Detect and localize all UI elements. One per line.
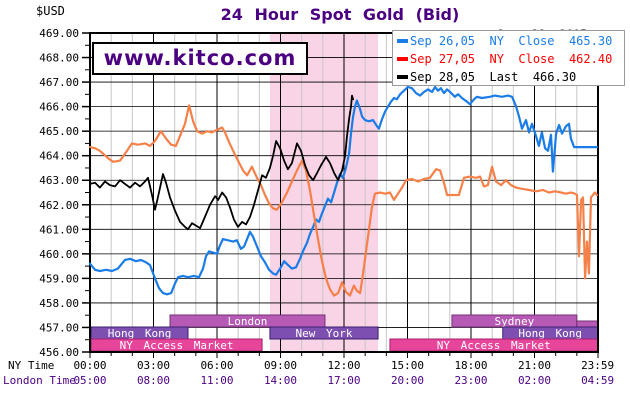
x-axis-label-ny: 03:00 bbox=[137, 359, 170, 372]
legend: Sep 26,05 NY Close 465.30 Sep 27,05 NY C… bbox=[392, 30, 625, 86]
x-axis-label-london: 05:00 bbox=[73, 374, 106, 387]
series-line-sep28 bbox=[89, 94, 355, 231]
y-axis-unit: $USD bbox=[36, 4, 65, 18]
y-axis-label: 464.00 bbox=[39, 150, 79, 163]
x-axis-label-london: 14:00 bbox=[264, 374, 297, 387]
session-label: NY Access Market bbox=[120, 339, 234, 352]
series-line-sep26 bbox=[88, 85, 599, 296]
x-axis-label-ny: 15:00 bbox=[391, 359, 424, 372]
y-axis-label: 466.00 bbox=[39, 101, 79, 114]
x-axis-label-london: 17:00 bbox=[327, 374, 360, 387]
y-axis-label: 465.00 bbox=[39, 125, 79, 138]
x-axis-label-london: 08:00 bbox=[137, 374, 170, 387]
y-axis-label: 468.00 bbox=[39, 52, 79, 65]
x-axis-label-london: 04:59 bbox=[581, 374, 614, 387]
series-line-sep27 bbox=[88, 104, 599, 297]
legend-label-sep26: Sep 26,05 NY Close 465.30 bbox=[410, 34, 613, 48]
legend-item-sep27: Sep 27,05 NY Close 462.40 bbox=[397, 50, 624, 68]
y-axis-label: 469.00 bbox=[39, 27, 79, 40]
x-axis-label-ny: 06:00 bbox=[200, 359, 233, 372]
x-axis-label-ny: 21:00 bbox=[518, 359, 551, 372]
x-axis-label-ny: 23:59 bbox=[581, 359, 614, 372]
y-axis-label: 463.00 bbox=[39, 174, 79, 187]
x-axis-label-london: 20:00 bbox=[391, 374, 424, 387]
legend-marker-sep26 bbox=[397, 39, 408, 43]
session-label: New York bbox=[296, 327, 353, 340]
y-axis-label: 467.00 bbox=[39, 76, 79, 89]
session-label: Sydney bbox=[495, 315, 535, 328]
x-axis-label-london: 11:00 bbox=[200, 374, 233, 387]
session-label: NY Access Market bbox=[437, 339, 551, 352]
legend-label-sep27: Sep 27,05 NY Close 462.40 bbox=[410, 52, 613, 66]
y-axis-label: 457.00 bbox=[39, 321, 79, 334]
x-axis-label-ny: 09:00 bbox=[264, 359, 297, 372]
legend-item-sep28: Sep 28,05 Last 466.30 bbox=[397, 68, 624, 86]
y-axis-label: 461.00 bbox=[39, 223, 79, 236]
legend-item-sep26: Sep 26,05 NY Close 465.30 bbox=[397, 32, 624, 50]
session-bar-london bbox=[169, 314, 326, 328]
x-axis-title-london: London Time bbox=[3, 374, 76, 387]
x-axis-title-ny: NY Time bbox=[8, 359, 54, 372]
y-axis-label: 462.00 bbox=[39, 199, 79, 212]
kitco-watermark-link[interactable]: www.kitco.com bbox=[92, 42, 308, 75]
legend-label-sep28: Sep 28,05 Last 466.30 bbox=[410, 70, 577, 84]
y-axis-label: 459.00 bbox=[39, 272, 79, 285]
x-axis-label-ny: 00:00 bbox=[73, 359, 106, 372]
session-label: Hong Kong bbox=[518, 327, 582, 340]
page-title: 24 Hour Spot Gold (Bid) bbox=[220, 5, 460, 24]
legend-marker-sep28 bbox=[397, 75, 408, 79]
session-bar-new-york bbox=[269, 326, 379, 340]
y-axis-label: 458.00 bbox=[39, 297, 79, 310]
x-axis-label-london: 23:00 bbox=[454, 374, 487, 387]
x-axis-label-ny: 18:00 bbox=[454, 359, 487, 372]
x-axis-label-ny: 12:00 bbox=[327, 359, 360, 372]
y-axis-label: 460.00 bbox=[39, 248, 79, 261]
y-axis-label: 456.00 bbox=[39, 346, 79, 359]
session-label: Hong Kong bbox=[108, 327, 172, 340]
x-axis-label-london: 02:00 bbox=[518, 374, 551, 387]
legend-marker-sep27 bbox=[397, 57, 408, 61]
session-label: London bbox=[228, 315, 268, 328]
